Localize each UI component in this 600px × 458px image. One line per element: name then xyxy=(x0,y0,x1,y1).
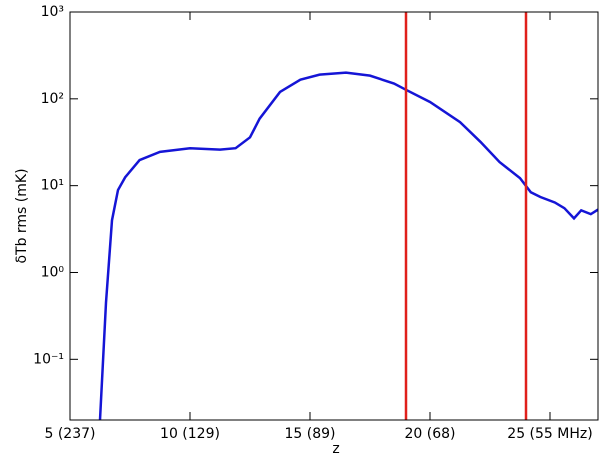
y-tick-label: 10⁻¹ xyxy=(33,351,64,367)
x-tick-label: 25 (55 MHz) xyxy=(507,426,592,442)
y-axis-label: δTb rms (mK) xyxy=(14,168,30,263)
data-line xyxy=(98,71,598,420)
x-tick-label: 5 (237) xyxy=(44,426,95,442)
y-tick-label: 10² xyxy=(41,91,64,107)
y-tick-label: 10⁰ xyxy=(41,264,65,280)
x-tick-label: 20 (68) xyxy=(404,426,455,442)
y-tick-label: 10³ xyxy=(41,4,64,20)
x-axis-label: z xyxy=(332,441,339,457)
x-tick-label: 10 (129) xyxy=(160,426,220,442)
y-tick-label: 10¹ xyxy=(41,178,64,194)
plot-frame xyxy=(69,11,599,421)
x-tick-label: 15 (89) xyxy=(284,426,335,442)
